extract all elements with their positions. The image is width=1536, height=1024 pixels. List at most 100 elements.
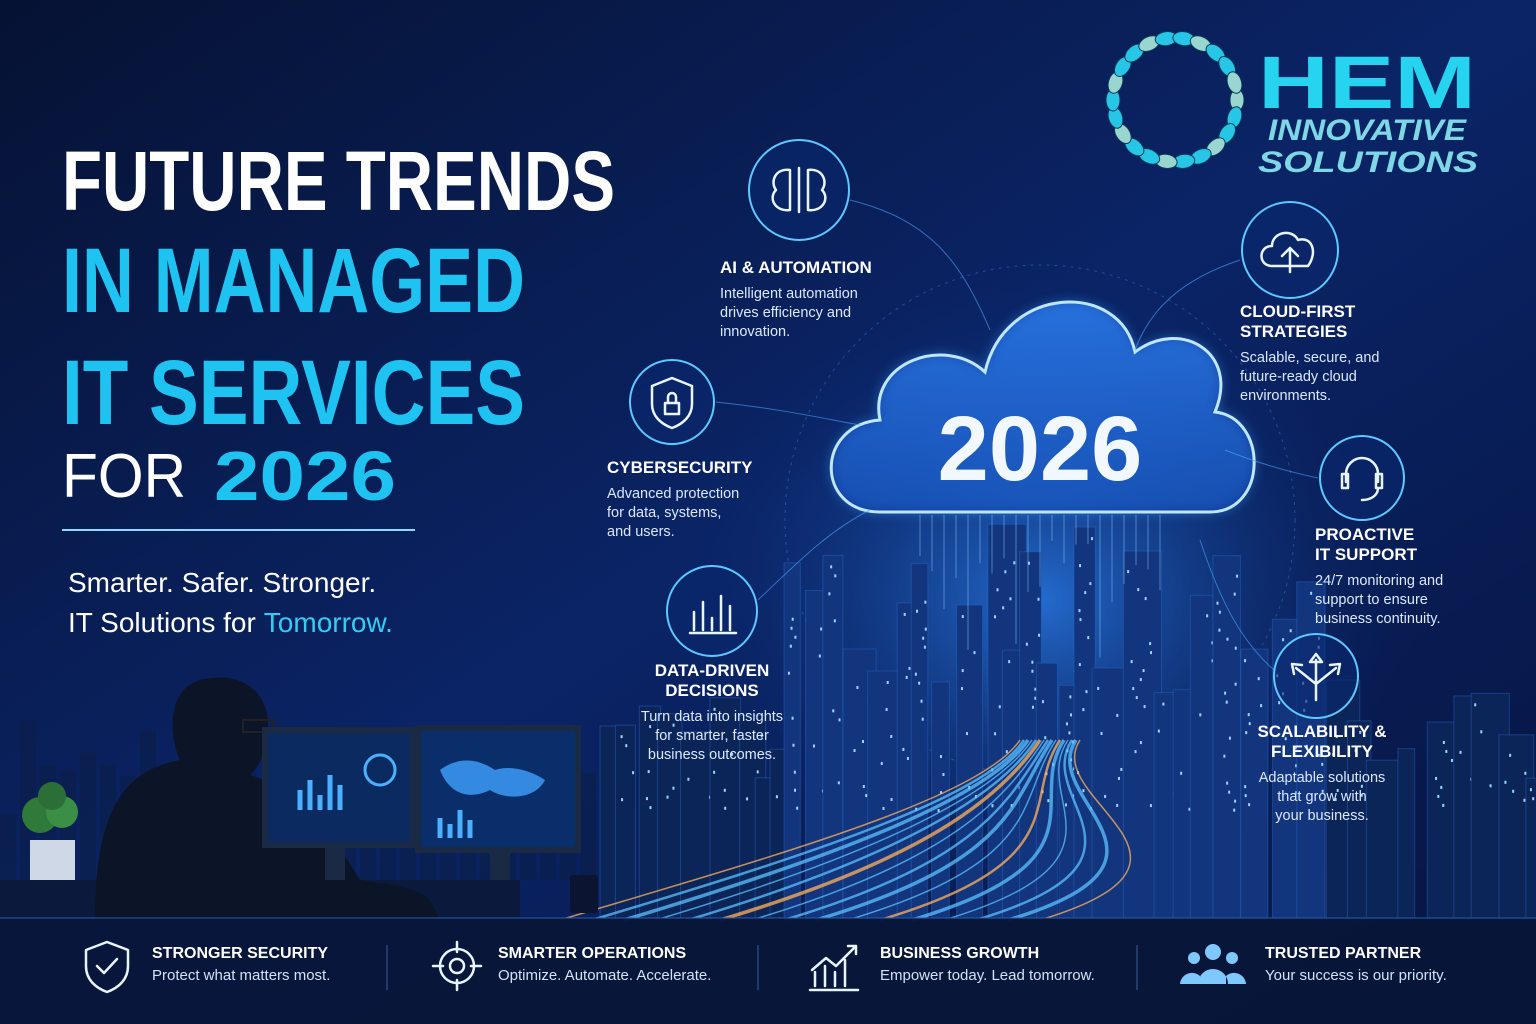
logo-mark (1105, 31, 1245, 169)
window (1034, 696, 1037, 700)
window (645, 797, 648, 801)
logo-name: HEM (1258, 41, 1476, 124)
trail (591, 739, 1026, 922)
window (1116, 803, 1119, 807)
trend-description: environments. (1240, 388, 1331, 404)
building (614, 724, 636, 921)
window (1489, 784, 1492, 788)
window (1149, 804, 1152, 808)
window (1360, 793, 1363, 797)
trend-description: Turn data into insights (641, 709, 783, 725)
trail (943, 739, 1069, 921)
window (1139, 741, 1142, 745)
window (973, 651, 976, 655)
window (1278, 701, 1281, 705)
window (791, 716, 794, 720)
window (882, 806, 885, 810)
building (867, 670, 901, 921)
window (1257, 677, 1260, 681)
window (1247, 713, 1250, 717)
trend-title: PROACTIVE (1315, 525, 1414, 544)
window (1089, 582, 1092, 586)
tagline-highlight: Tomorrow. (264, 607, 393, 638)
window (1289, 629, 1292, 633)
window (902, 747, 905, 751)
window (625, 744, 628, 748)
workstation (0, 677, 598, 920)
window (1529, 788, 1532, 792)
trend-description: and users. (607, 524, 675, 540)
footer-items: STRONGER SECURITY Protect what matters mo… (152, 945, 1447, 984)
window (991, 804, 994, 808)
window (1211, 641, 1214, 645)
building (1240, 648, 1269, 921)
window (998, 705, 1001, 709)
window (818, 654, 821, 658)
trend-description: for smarter, faster (655, 728, 769, 744)
window (1354, 748, 1357, 752)
window (793, 770, 796, 774)
window (1100, 731, 1103, 735)
window (731, 752, 734, 756)
trail (751, 739, 1045, 921)
building (1397, 748, 1416, 921)
trend-title: FLEXIBILITY (1271, 742, 1374, 761)
window (1317, 753, 1320, 757)
window (1047, 799, 1050, 803)
window (996, 588, 999, 592)
window (914, 672, 917, 676)
window (1104, 794, 1107, 798)
window (687, 777, 690, 781)
trend-description: Advanced protection (607, 486, 739, 502)
trail (815, 739, 1054, 922)
tagline-prefix: IT Solutions for (68, 607, 256, 638)
trend-description: Scalable, secure, and (1240, 350, 1379, 366)
window (1004, 570, 1007, 574)
window (1188, 807, 1191, 811)
trend-title: AI & AUTOMATION (720, 258, 872, 277)
trends: AI & AUTOMATION Intelligent automation dri… (607, 258, 1443, 824)
window (1223, 754, 1226, 758)
window (820, 627, 823, 631)
window (1070, 713, 1073, 717)
headline-prefix: FOR (62, 442, 186, 511)
window (1295, 728, 1298, 732)
window (1509, 753, 1512, 757)
window (905, 675, 908, 679)
window (1474, 703, 1477, 707)
window (1532, 797, 1535, 801)
headline-line3: IT SERVICES (62, 342, 525, 444)
window (1359, 730, 1362, 734)
window (775, 795, 778, 799)
window (1199, 713, 1202, 717)
window (1321, 789, 1324, 793)
trend-description: innovation. (720, 324, 790, 340)
logo-bead (1226, 71, 1243, 94)
footer-title: STRONGER SECURITY (152, 945, 328, 962)
window (1068, 731, 1071, 735)
trail (879, 739, 1062, 922)
window (1236, 574, 1239, 578)
window (1009, 597, 1012, 601)
trend-title: STRATEGIES (1240, 322, 1347, 341)
window (1044, 736, 1047, 740)
window (1031, 669, 1034, 673)
window (723, 788, 726, 792)
trend-title: DECISIONS (665, 681, 759, 700)
building (657, 713, 683, 921)
window (713, 770, 716, 774)
window (1234, 646, 1237, 650)
window (1072, 794, 1075, 798)
trend-title: IT SUPPORT (1315, 545, 1418, 564)
window (1228, 736, 1231, 740)
building (1035, 662, 1058, 921)
window (861, 740, 864, 744)
window (915, 609, 918, 613)
footer-band (0, 918, 1536, 1024)
window (906, 756, 909, 760)
window (853, 749, 856, 753)
window (672, 723, 675, 727)
window (1149, 642, 1152, 646)
trend-description: future-ready cloud (1240, 369, 1357, 385)
